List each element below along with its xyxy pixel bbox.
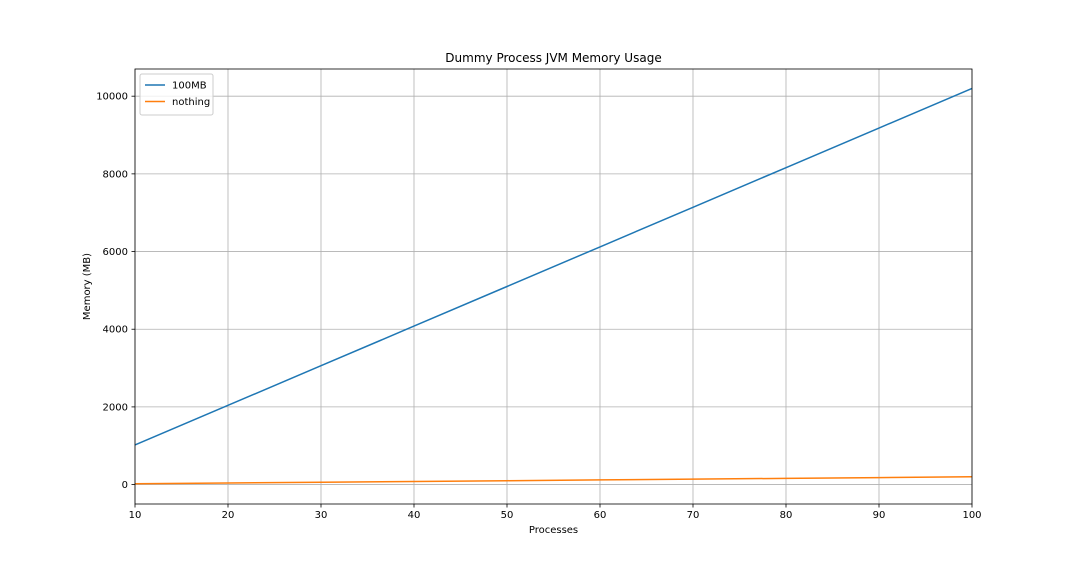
x-tick-label: 10 [129,510,142,521]
series-lines [134,87,973,485]
x-tick-label: 80 [780,510,793,521]
x-tick-label: 30 [315,510,328,521]
y-axis-title: Memory (MB) [82,253,93,320]
series-line-nothing [134,476,973,485]
series-line-100mb [134,87,973,446]
legend-label: 100MB [172,81,207,92]
x-tick-label: 90 [873,510,886,521]
x-tick-label: 100 [962,510,981,521]
x-tick-label: 40 [408,510,421,521]
x-axis-title: Processes [529,525,578,536]
y-tick-label: 2000 [103,402,128,413]
legend-label: nothing [172,97,210,108]
x-tick-label: 70 [687,510,700,521]
y-tick-label: 4000 [103,325,128,336]
y-axis-ticks: 0 2000 4000 6000 8000 10000 [96,92,135,491]
chart-title: Dummy Process JVM Memory Usage [445,51,661,65]
x-tick-label: 20 [222,510,235,521]
plot-frame [134,68,973,505]
legend: 100MB nothing [139,73,214,116]
y-tick-label: 8000 [103,169,128,180]
x-tick-label: 60 [594,510,607,521]
x-tick-label: 50 [501,510,514,521]
y-tick-label: 10000 [96,92,128,103]
y-tick-label: 6000 [103,247,128,258]
y-tick-label: 0 [122,480,128,491]
x-axis-ticks: 10 20 30 40 50 60 70 80 90 100 [129,504,982,521]
